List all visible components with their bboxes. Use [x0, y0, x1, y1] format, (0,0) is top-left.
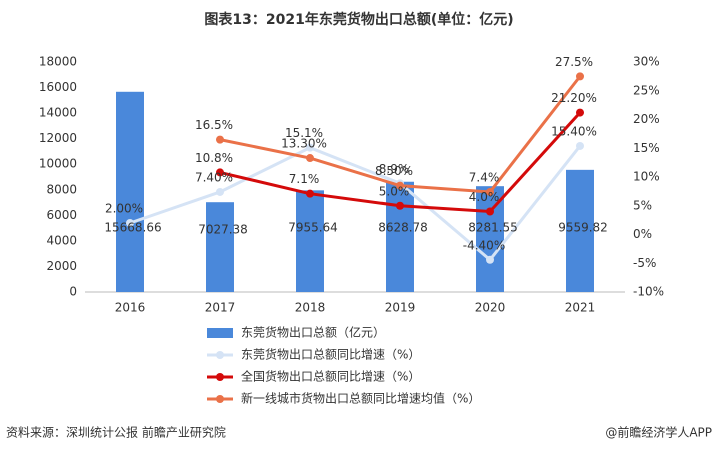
y2-tick-label: -5% [633, 256, 656, 270]
x-tick-label: 2018 [295, 301, 326, 315]
y2-tick-label: -10% [633, 285, 664, 299]
y-tick-label: 14000 [39, 106, 77, 120]
y2-tick-label: 25% [633, 83, 660, 97]
point [126, 219, 134, 227]
chart-title: 图表13：2021年东莞货物出口总额(单位：亿元) [204, 11, 513, 28]
data-label: 8.9% [379, 162, 410, 176]
point [576, 108, 584, 117]
point [486, 255, 494, 264]
data-label: 5.0% [379, 184, 410, 198]
source: 资料来源：深圳统计公报 前瞻产业研究院 [6, 425, 226, 440]
x-tick-label: 2017 [205, 301, 236, 315]
point [216, 135, 224, 144]
data-label: 15668.66 [104, 221, 161, 235]
point [216, 168, 224, 177]
legend-swatch [207, 328, 233, 338]
point [576, 141, 584, 150]
bar [296, 190, 324, 292]
y-tick-label: 6000 [46, 208, 77, 222]
point [486, 207, 494, 216]
point [576, 72, 584, 81]
bar [476, 186, 504, 292]
y-tick-label: 2000 [46, 259, 77, 273]
bar [386, 181, 414, 292]
data-label: 10.8% [195, 151, 233, 165]
bar [566, 169, 594, 292]
x-tick-label: 2021 [565, 301, 596, 315]
data-label: 8.50% [375, 164, 413, 178]
y2-tick-label: 0% [633, 227, 652, 241]
point [486, 187, 494, 196]
y2-tick-label: 5% [633, 198, 652, 212]
data-label: 16.5% [195, 118, 233, 132]
point [306, 143, 314, 152]
data-label: 27.5% [555, 55, 593, 69]
data-label: 4.0% [469, 190, 500, 204]
bar [206, 202, 234, 292]
brand: @前瞻经济学人APP [605, 425, 712, 440]
data-label: 15.1% [285, 126, 323, 140]
data-label: 7.1% [289, 172, 320, 186]
x-tick-label: 2020 [475, 301, 506, 315]
y2-tick-label: 20% [633, 112, 660, 126]
legend-swatch [216, 395, 224, 403]
legend-label: 东莞货物出口总额同比增速（%） [241, 347, 420, 362]
data-label: 8628.78 [378, 221, 428, 235]
y2-tick-label: 30% [633, 55, 660, 69]
y-tick-label: 0 [69, 285, 77, 299]
y-tick-label: 4000 [46, 233, 77, 247]
data-label: 8281.55 [468, 221, 518, 235]
point [396, 181, 404, 190]
y-tick-label: 8000 [46, 182, 77, 196]
data-label: 9559.82 [558, 221, 608, 235]
y-tick-label: 16000 [39, 80, 77, 94]
legend-label: 东莞货物出口总额（亿元） [241, 325, 385, 340]
data-label: 7.40% [195, 170, 233, 184]
y-tick-label: 12000 [39, 131, 77, 145]
x-tick-label: 2019 [385, 301, 416, 315]
data-label: 15.40% [551, 124, 597, 138]
legend-label: 新一线城市货物出口总额同比增速均值（%） [241, 391, 480, 406]
legend-label: 全国货物出口总额同比增速（%） [241, 369, 420, 384]
y-tick-label: 10000 [39, 157, 77, 171]
x-tick-label: 2016 [115, 301, 146, 315]
data-label: 7.4% [469, 170, 500, 184]
data-label: 7027.38 [198, 223, 248, 237]
data-label: 7955.64 [288, 221, 338, 235]
data-label: 2.00% [105, 202, 143, 216]
y2-tick-label: 15% [633, 141, 660, 155]
data-label: 13.30% [281, 137, 327, 151]
line [129, 145, 582, 262]
y2-tick-label: 10% [633, 170, 660, 184]
legend-swatch [216, 373, 224, 381]
point [216, 187, 224, 196]
data-label: -4.40% [463, 238, 505, 252]
data-label: 21.20% [551, 91, 597, 105]
point [306, 154, 314, 163]
point [396, 201, 404, 210]
legend-swatch [216, 351, 224, 359]
point [306, 189, 314, 198]
y-tick-label: 18000 [39, 55, 77, 69]
bar [116, 91, 144, 293]
